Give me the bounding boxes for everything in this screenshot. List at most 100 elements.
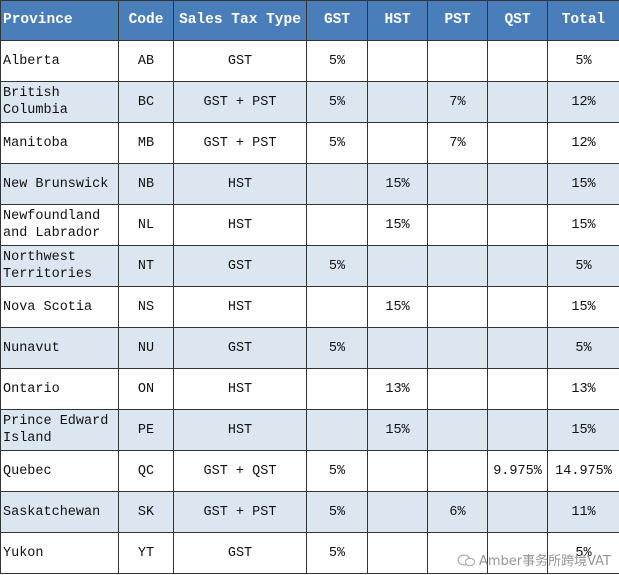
table-cell: AB	[118, 40, 174, 82]
table-cell: 5%	[306, 122, 368, 164]
table-cell: GST	[173, 327, 307, 369]
table-cell: 5%	[306, 491, 368, 533]
table-cell: Manitoba	[0, 122, 119, 164]
table-cell	[367, 327, 428, 369]
table-cell	[487, 368, 548, 410]
table-cell: Alberta	[0, 40, 119, 82]
table-cell	[306, 286, 368, 328]
table-cell: 13%	[547, 368, 619, 410]
table-cell	[427, 204, 488, 246]
table-cell	[367, 245, 428, 287]
table-cell: 15%	[367, 286, 428, 328]
table-cell	[367, 491, 428, 533]
table-row: New Brunswick NB HST 15% 15%	[0, 163, 619, 205]
table-row: Saskatchewan SK GST + PST 5% 6% 11%	[0, 491, 619, 533]
table-cell: PE	[118, 409, 174, 451]
table-cell: 12%	[547, 122, 619, 164]
table-cell: Yukon	[0, 532, 119, 574]
table-cell	[306, 204, 368, 246]
table-row: Newfoundland and Labrador NL HST 15% 15%	[0, 204, 619, 246]
table-cell: Nunavut	[0, 327, 119, 369]
table-cell: 14.975%	[547, 450, 619, 492]
table-cell	[487, 163, 548, 205]
table-row: Yukon YT GST 5% 5%	[0, 532, 619, 574]
table-cell: SK	[118, 491, 174, 533]
table-cell	[487, 286, 548, 328]
table-cell: NS	[118, 286, 174, 328]
table-cell	[306, 368, 368, 410]
table-cell	[367, 81, 428, 123]
table-cell	[487, 491, 548, 533]
table-cell: Nova Scotia	[0, 286, 119, 328]
table-cell: NB	[118, 163, 174, 205]
table-row: Alberta AB GST 5% 5%	[0, 40, 619, 82]
table-cell: Quebec	[0, 450, 119, 492]
table-cell: 5%	[306, 245, 368, 287]
table-cell: New Brunswick	[0, 163, 119, 205]
table-cell: Newfoundland and Labrador	[0, 204, 119, 246]
table-row: Northwest Territories NT GST 5% 5%	[0, 245, 619, 287]
table-row: Manitoba MB GST + PST 5% 7% 12%	[0, 122, 619, 164]
header-cell: QST	[487, 0, 548, 41]
table-row: Quebec QC GST + QST 5% 9.975% 14.975%	[0, 450, 619, 492]
table-cell: 15%	[547, 286, 619, 328]
table-cell	[367, 532, 428, 574]
table-cell	[427, 286, 488, 328]
table-cell: GST + QST	[173, 450, 307, 492]
table-cell: GST	[173, 245, 307, 287]
table-cell: 5%	[306, 532, 368, 574]
table-cell: HST	[173, 368, 307, 410]
table-cell	[427, 163, 488, 205]
table-cell: NL	[118, 204, 174, 246]
table-cell: Saskatchewan	[0, 491, 119, 533]
table-row: Ontario ON HST 13% 13%	[0, 368, 619, 410]
table-cell: British Columbia	[0, 81, 119, 123]
watermark-text: Amber事务所跨境VAT	[478, 554, 611, 569]
table-cell: HST	[173, 409, 307, 451]
table-row: Nova Scotia NS HST 15% 15%	[0, 286, 619, 328]
table-cell: 5%	[547, 327, 619, 369]
header-cell: HST	[367, 0, 428, 41]
table-cell	[427, 245, 488, 287]
table-cell	[487, 245, 548, 287]
table-cell: 5%	[547, 245, 619, 287]
table-cell: MB	[118, 122, 174, 164]
table-cell	[306, 163, 368, 205]
table-cell: 9.975%	[487, 450, 548, 492]
table-cell: YT	[118, 532, 174, 574]
header-cell: Sales Tax Type	[173, 0, 307, 41]
table-cell: 5%	[306, 327, 368, 369]
table-body: Alberta AB GST 5% 5% British Columbia BC GST + …	[0, 40, 619, 574]
table-cell: GST	[173, 532, 307, 574]
table-cell: ON	[118, 368, 174, 410]
table-cell: 7%	[427, 81, 488, 123]
table-cell: GST + PST	[173, 81, 307, 123]
header-cell: Province	[0, 0, 119, 41]
watermark-icon	[457, 554, 475, 566]
table-cell	[487, 409, 548, 451]
header-cell: Code	[118, 0, 174, 41]
table-cell: Ontario	[0, 368, 119, 410]
table-cell: 12%	[547, 81, 619, 123]
table-cell: GST + PST	[173, 491, 307, 533]
header-cell: Total	[547, 0, 619, 41]
table-cell: 7%	[427, 122, 488, 164]
table-cell	[427, 327, 488, 369]
table-cell	[427, 368, 488, 410]
table-cell: NU	[118, 327, 174, 369]
table-cell: Northwest Territories	[0, 245, 119, 287]
table-cell	[367, 40, 428, 82]
table-cell: GST + PST	[173, 122, 307, 164]
header-row: Province Code Sales Tax Type GST HST PST QST To…	[0, 0, 619, 41]
table-cell	[367, 122, 428, 164]
table-cell	[487, 327, 548, 369]
table-cell: 15%	[367, 204, 428, 246]
table-cell	[427, 450, 488, 492]
table-cell: 6%	[427, 491, 488, 533]
table-cell: 11%	[547, 491, 619, 533]
table-cell: 5%	[306, 450, 368, 492]
table-cell: 15%	[547, 163, 619, 205]
table-cell: 15%	[547, 409, 619, 451]
